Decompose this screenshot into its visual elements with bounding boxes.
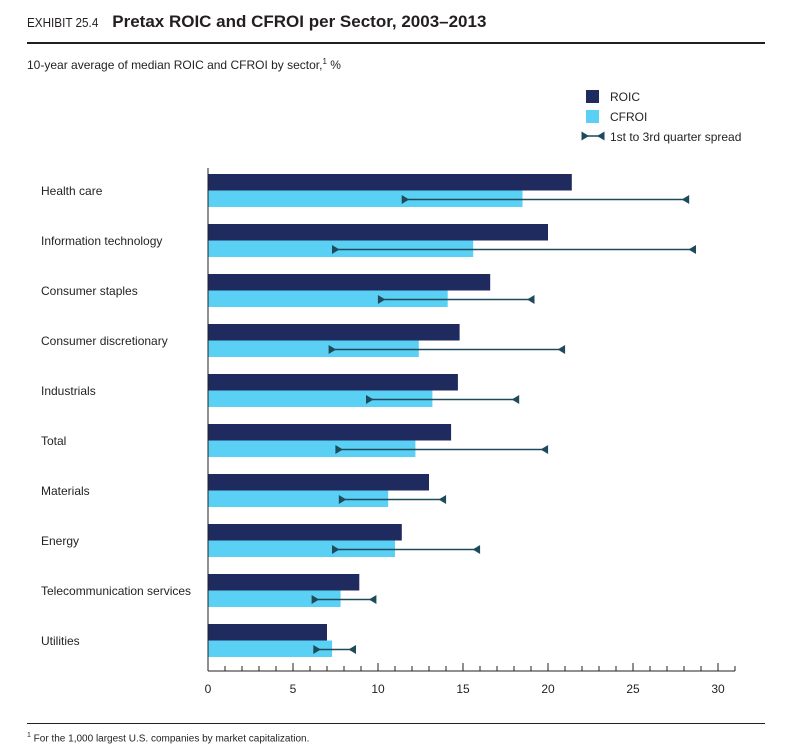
- spread-high-marker: [681, 195, 690, 204]
- roic-bar: [208, 324, 460, 341]
- chart-subtitle: 10-year average of median ROIC and CFROI…: [27, 57, 341, 72]
- roic-bar: [208, 624, 327, 641]
- cfroi-bar: [208, 540, 395, 557]
- legend-roic-swatch: [586, 90, 599, 103]
- spread-low-marker: [313, 645, 321, 654]
- legend-spread-low-marker: [581, 131, 589, 141]
- title-row: EXHIBIT 25.4 Pretax ROIC and CFROI per S…: [27, 12, 486, 42]
- spread-low-marker: [332, 245, 340, 254]
- x-tick-label: 30: [711, 682, 725, 696]
- x-tick-label: 15: [456, 682, 470, 696]
- footnote-text: For the 1,000 largest U.S. companies by …: [30, 733, 310, 745]
- roic-bar: [208, 274, 491, 291]
- legend-cfroi-swatch: [586, 110, 599, 123]
- category-label: Utilities: [41, 634, 80, 648]
- roic-bar: [208, 524, 402, 541]
- spread-high-marker: [511, 395, 520, 404]
- spread-high-marker: [472, 545, 481, 554]
- cfroi-bar: [208, 240, 474, 257]
- legend-cfroi-label: CFROI: [610, 110, 647, 124]
- footnote-rule: [27, 723, 765, 724]
- category-label: Total: [41, 434, 66, 448]
- cfroi-bar: [208, 340, 419, 357]
- legend-spread-label: 1st to 3rd quarter spread: [610, 130, 741, 144]
- cfroi-bar: [208, 590, 341, 607]
- x-tick-label: 25: [626, 682, 640, 696]
- roic-bar: [208, 424, 452, 441]
- spread-low-marker: [338, 495, 347, 504]
- category-label: Energy: [41, 534, 79, 548]
- spread-high-marker: [348, 645, 356, 654]
- exhibit-label: EXHIBIT 25.4: [27, 15, 99, 30]
- roic-bar: [208, 374, 458, 391]
- spread-high-marker: [527, 295, 535, 304]
- spread-low-marker: [332, 545, 340, 554]
- cfroi-bar: [208, 390, 433, 407]
- roic-bar: [208, 174, 572, 191]
- spread-low-marker: [401, 195, 410, 204]
- spread-high-marker: [368, 595, 377, 604]
- cfroi-bar: [208, 440, 416, 457]
- category-label: Materials: [41, 484, 90, 498]
- legend-roic-label: ROIC: [610, 90, 640, 104]
- x-tick-label: 0: [205, 682, 212, 696]
- cfroi-bar: [208, 490, 389, 507]
- footnote: 1 For the 1,000 largest U.S. companies b…: [27, 732, 309, 744]
- footnote-mark: 1: [27, 732, 31, 739]
- spread-low-marker: [311, 595, 320, 604]
- roic-bar: [208, 574, 360, 591]
- spread-high-marker: [557, 345, 566, 354]
- cfroi-bar: [208, 640, 333, 657]
- category-label: Information technology: [41, 234, 162, 248]
- chart-title: Pretax ROIC and CFROI per Sector, 2003–2…: [112, 12, 487, 31]
- spread-low-marker: [328, 345, 337, 354]
- title-rule: [27, 42, 765, 44]
- x-tick-label: 20: [541, 682, 555, 696]
- spread-high-marker: [688, 245, 696, 254]
- spread-low-marker: [335, 445, 343, 454]
- x-tick-label: 5: [290, 682, 297, 696]
- spread-high-marker: [438, 495, 447, 504]
- category-label: Industrials: [41, 384, 96, 398]
- cfroi-bar: [208, 290, 448, 307]
- roic-bar: [208, 474, 429, 491]
- spread-low-marker: [366, 395, 374, 404]
- roic-bar: [208, 224, 548, 241]
- subtitle-footnote-mark: 1: [322, 57, 327, 66]
- category-label: Consumer discretionary: [41, 334, 168, 348]
- spread-high-marker: [540, 445, 549, 454]
- legend-spread-high-marker: [597, 131, 605, 141]
- category-label: Health care: [41, 184, 103, 198]
- category-label: Telecommunication services: [41, 584, 191, 598]
- cfroi-bar: [208, 190, 523, 207]
- subtitle-text: 10-year average of median ROIC and CFROI…: [27, 58, 323, 72]
- x-tick-label: 10: [371, 682, 385, 696]
- subtitle-unit: %: [326, 58, 341, 72]
- category-label: Consumer staples: [41, 284, 138, 298]
- spread-low-marker: [377, 295, 386, 304]
